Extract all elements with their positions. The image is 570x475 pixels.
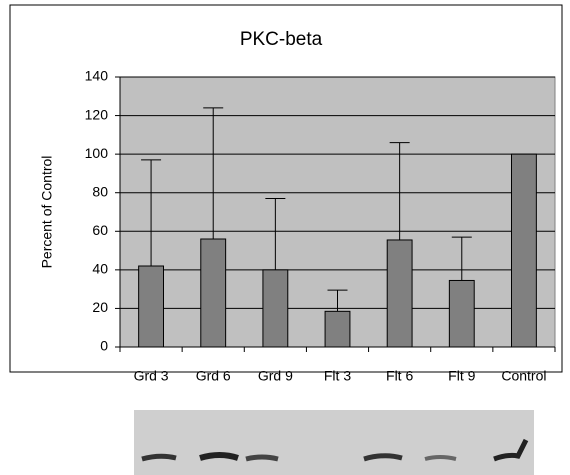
x-tick-label: Flt 6 bbox=[386, 368, 413, 384]
bar bbox=[263, 270, 288, 347]
blot-band bbox=[425, 457, 456, 459]
x-tick-label: Grd 3 bbox=[134, 368, 169, 384]
blot-background bbox=[134, 410, 534, 475]
blot-band bbox=[246, 457, 278, 459]
blot-band bbox=[142, 456, 176, 459]
y-tick-label: 60 bbox=[92, 222, 108, 238]
y-axis-label: Percent of Control bbox=[39, 156, 55, 269]
bar bbox=[449, 280, 474, 347]
x-tick-label: Flt 3 bbox=[324, 368, 351, 384]
bar bbox=[139, 266, 164, 347]
chart-title: PKC-beta bbox=[240, 29, 323, 50]
y-tick-label: 120 bbox=[85, 106, 109, 122]
y-tick-label: 140 bbox=[85, 68, 109, 84]
chart: PKC-beta Percent of Control 0 20 40 60 80 100… bbox=[0, 0, 570, 475]
bar bbox=[201, 239, 226, 347]
y-tick-label: 0 bbox=[100, 338, 108, 354]
y-tick-label: 80 bbox=[92, 183, 108, 199]
western-blot bbox=[134, 410, 534, 475]
blot-band bbox=[200, 455, 238, 458]
x-tick-label: Flt 9 bbox=[448, 368, 475, 384]
x-tick-label: Grd 6 bbox=[196, 368, 231, 384]
y-tick-label: 20 bbox=[92, 299, 108, 315]
bar bbox=[387, 240, 412, 347]
bar bbox=[512, 154, 537, 347]
y-tick-label: 100 bbox=[85, 145, 109, 161]
x-tick-label: Control bbox=[501, 368, 546, 384]
x-tick-label: Grd 9 bbox=[258, 368, 293, 384]
y-tick-label: 40 bbox=[92, 261, 108, 277]
bar bbox=[325, 311, 350, 347]
